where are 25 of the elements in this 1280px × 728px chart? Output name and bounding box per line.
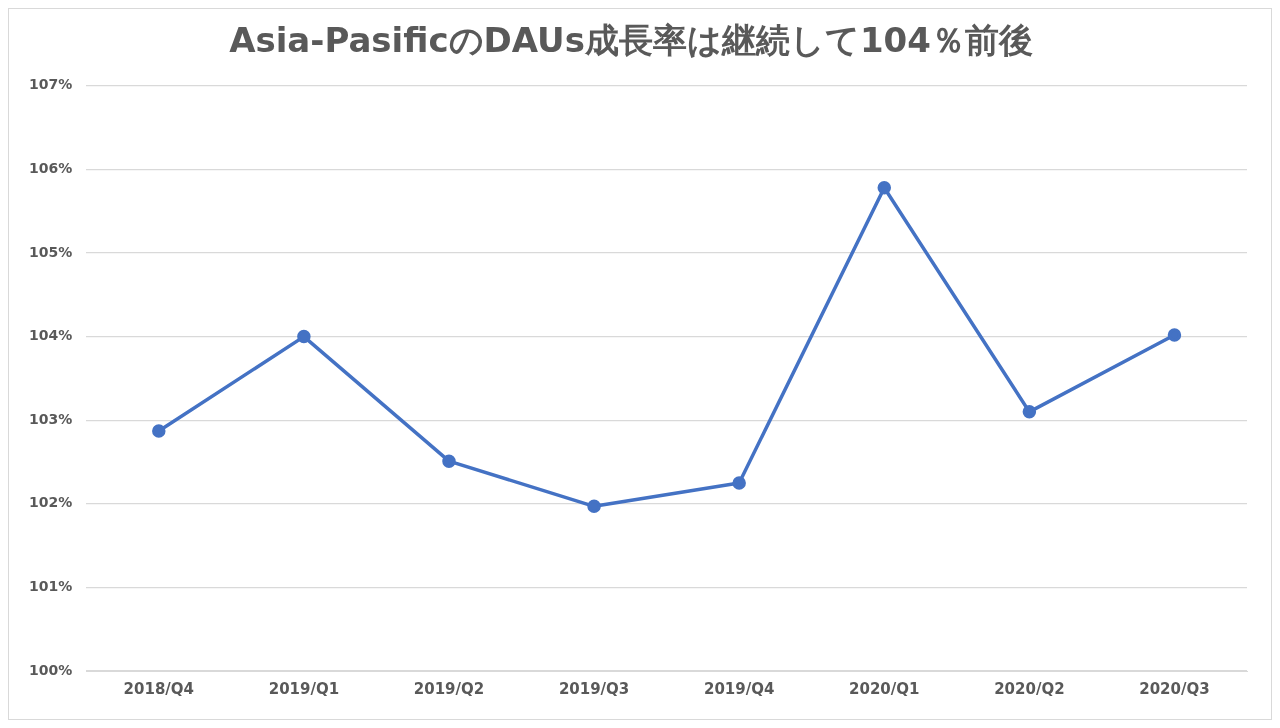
- x-tick-label: 2019/Q4: [703, 679, 775, 698]
- x-tick-label: 2019/Q2: [413, 679, 485, 698]
- y-tick-label: 105%: [28, 243, 73, 260]
- point: [587, 499, 601, 514]
- x-tick-label: 2018/Q4: [123, 679, 195, 698]
- x-tick-label: 2019/Q1: [268, 679, 340, 698]
- point: [152, 424, 166, 438]
- y-tick-label: 101%: [28, 578, 73, 595]
- y-tick-label: 107%: [28, 76, 73, 93]
- x-tick-label: 2019/Q3: [558, 679, 630, 698]
- x-tick-label: 2020/Q3: [1139, 679, 1210, 698]
- y-tick-label: 106%: [28, 160, 73, 177]
- chart-title: Asia-PasificのDAUs成長率は継続して104％前後: [229, 20, 1033, 61]
- point: [877, 181, 892, 195]
- x-tick-label: 2020/Q2: [994, 679, 1065, 698]
- point: [1167, 328, 1182, 342]
- y-tick-label: 103%: [28, 410, 73, 427]
- x-tick-label: 2020/Q1: [849, 679, 920, 698]
- point: [442, 454, 456, 468]
- y-tick-label: 100%: [28, 661, 73, 678]
- y-tick-label: 104%: [28, 327, 73, 344]
- point: [1022, 405, 1037, 419]
- y-tick-label: 102%: [28, 494, 73, 511]
- point: [732, 476, 746, 490]
- point: [297, 329, 311, 344]
